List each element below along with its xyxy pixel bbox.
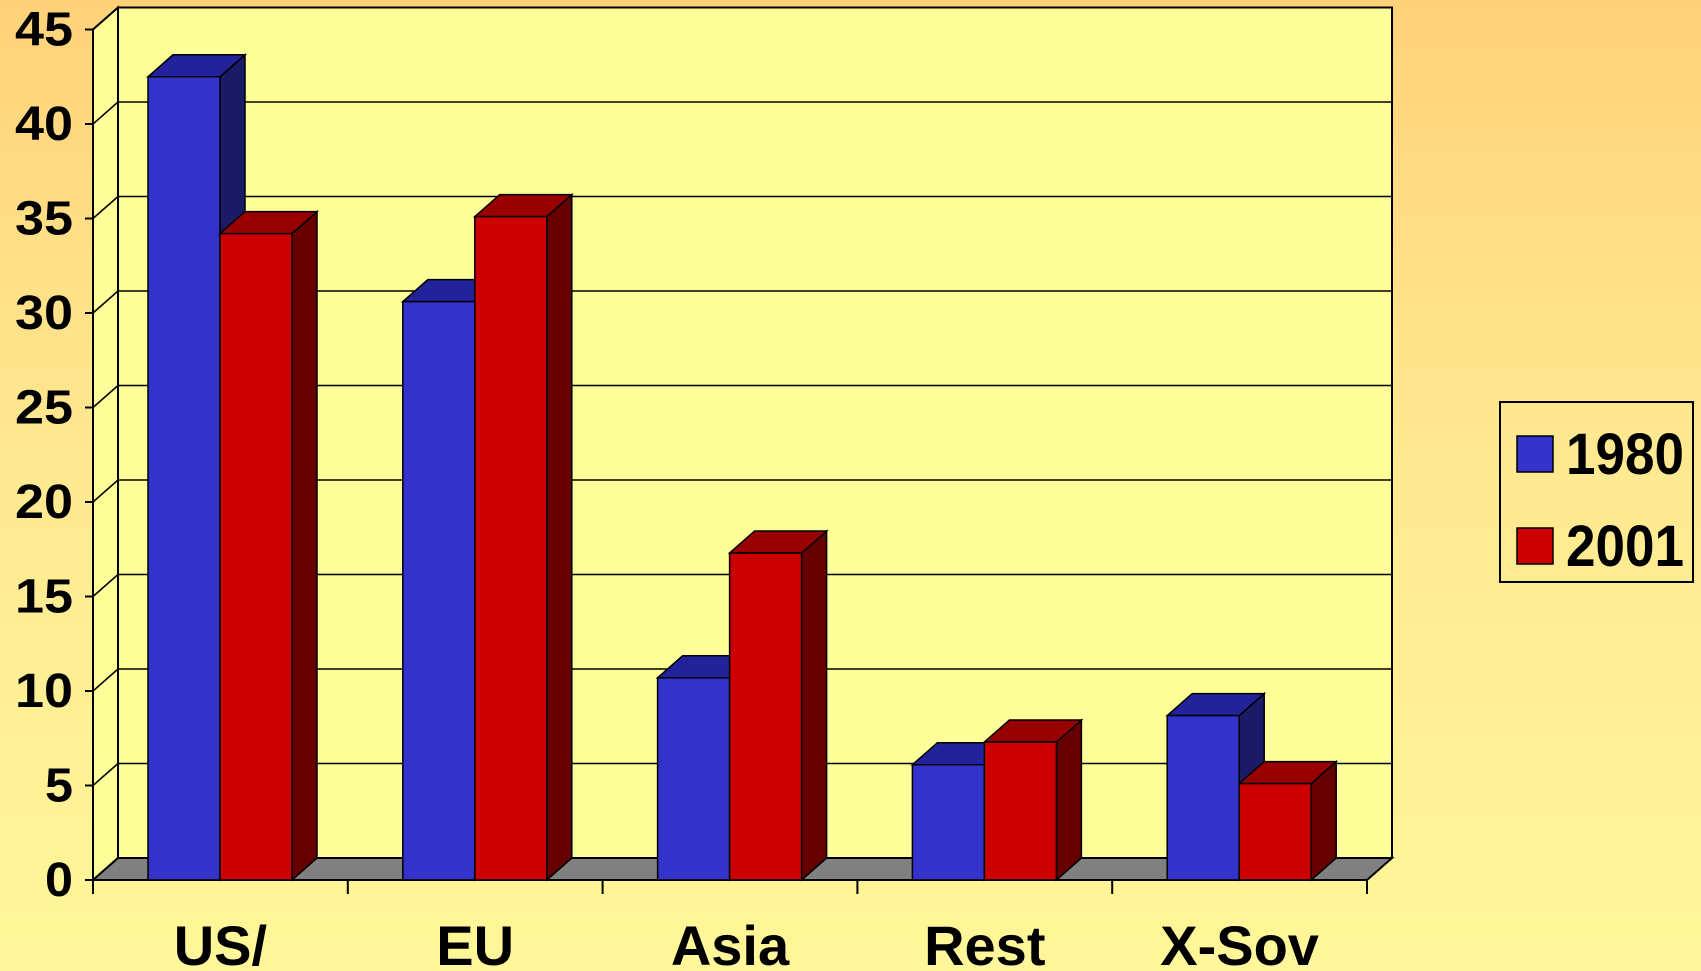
y-tick-label: 35: [15, 193, 73, 246]
category-label: Asia: [671, 914, 790, 971]
category-label: US/: [174, 914, 268, 971]
legend-item: 1980: [1516, 422, 1684, 487]
grid-line-side: [92, 573, 119, 598]
bar-front: [1238, 782, 1312, 881]
grid-line-side: [92, 762, 119, 787]
category-label: X-Sov: [1160, 914, 1319, 971]
side-wall: [92, 5, 119, 883]
bar-front: [656, 677, 731, 881]
y-tick-label: 0: [45, 854, 73, 907]
bar-front: [911, 763, 986, 881]
legend-label: 2001: [1566, 514, 1684, 579]
y-tick-label: 45: [15, 4, 73, 57]
grid-line-side: [92, 195, 119, 220]
legend-label: 1980: [1566, 422, 1684, 487]
bar-side: [800, 529, 828, 882]
bar-front: [402, 300, 476, 881]
y-axis: 0 5 10 15 20 25 30 35 40 45: [15, 4, 94, 907]
grid-line-side: [92, 6, 119, 31]
legend-item: 2001: [1516, 514, 1684, 579]
grid-line-side: [92, 479, 119, 503]
bar: [982, 718, 1084, 882]
bars: [146, 53, 1339, 882]
grid-line-side: [92, 384, 119, 409]
category-label: Rest: [924, 914, 1045, 971]
x-axis: US/EU Asia Rest X-Sov: [92, 879, 1368, 971]
legend-swatch: [1516, 435, 1554, 473]
bar: [727, 529, 829, 882]
grid-line-side: [92, 101, 119, 125]
bar: [1237, 759, 1339, 882]
y-tick-label: 40: [15, 98, 73, 151]
y-tick-label: 20: [15, 476, 73, 529]
bar-front: [474, 215, 548, 881]
legend: 1980 2001: [1499, 401, 1694, 583]
bar-front: [1166, 714, 1240, 881]
bar-side: [291, 209, 318, 882]
bar-side: [1055, 718, 1083, 882]
y-tick-label: 10: [15, 665, 73, 718]
bar: [218, 209, 319, 882]
legend-swatch: [1516, 527, 1554, 565]
legend-box: [1499, 401, 1694, 583]
bar-side: [546, 192, 573, 882]
bar-front: [219, 232, 293, 881]
y-tick-label: 5: [45, 760, 73, 813]
y-tick-label: 25: [15, 382, 73, 435]
category-label: EU: [436, 914, 514, 971]
grid-line-side: [92, 290, 119, 314]
bar-front: [728, 552, 803, 881]
y-tick-label: 30: [15, 287, 73, 340]
bar-front: [983, 741, 1058, 881]
grid-line-side: [92, 668, 119, 692]
bar: [472, 192, 574, 882]
y-tick-label: 15: [15, 571, 73, 624]
bar-front: [147, 76, 221, 881]
